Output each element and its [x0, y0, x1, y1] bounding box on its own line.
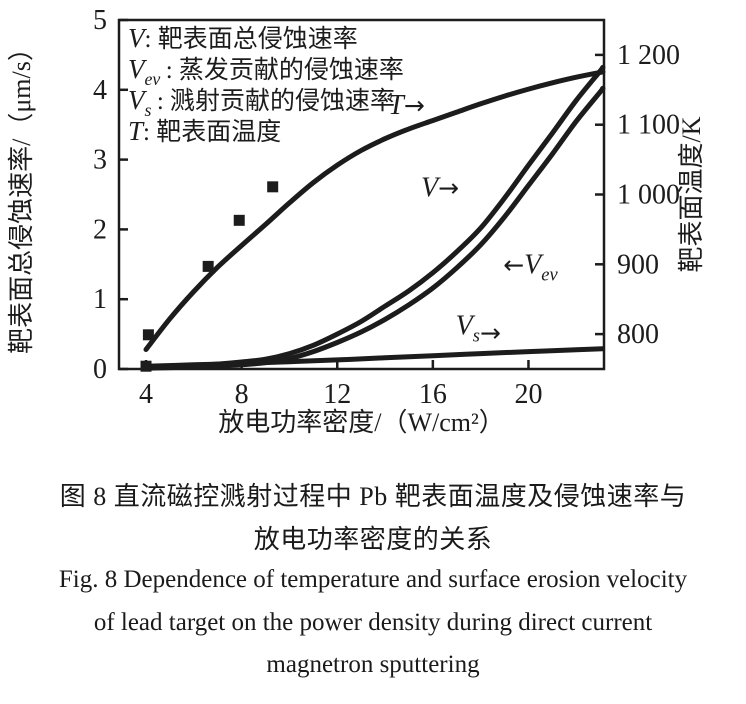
y-left-tick-label: 5: [93, 5, 107, 36]
x-tick-label: 16: [419, 379, 447, 410]
legend-line-v: V: 靶表面总侵蚀速率: [128, 23, 358, 53]
caption-chinese-line2: 放电功率密度的关系: [253, 525, 493, 554]
y-left-tick-label: 0: [93, 354, 107, 385]
x-tick-label: 4: [139, 379, 153, 410]
y-left-tick-label: 4: [93, 75, 107, 106]
y-left-axis-title: 靶表面总侵蚀速率/（μm/s）: [7, 35, 36, 354]
y-right-tick-label: 1 000: [617, 180, 680, 211]
measured-point: [202, 260, 214, 272]
caption-english-line2: of lead target on the power density duri…: [93, 609, 653, 636]
curve-label-Vev: ←Vev: [503, 249, 563, 284]
y-right-axis-title: 靶表面温度/K: [677, 116, 706, 272]
legend-line-vev: Vev : 蒸发贡献的侵蚀速率: [128, 54, 404, 89]
y-right-tick-label: 1 100: [617, 110, 680, 141]
measured-point: [233, 214, 245, 226]
measured-point: [142, 329, 154, 341]
x-axis-title: 放电功率密度/（W/cm²）: [218, 408, 505, 437]
legend-line-vs: Vs : 溅射贡献的侵蚀速率: [128, 85, 395, 120]
y-right-tick-label: 800: [617, 319, 659, 350]
sputtering-erosion-curve: [143, 346, 606, 369]
y-right-tick-label: 900: [617, 249, 659, 280]
caption-english-line1: Fig. 8 Dependence of temperature and sur…: [58, 566, 688, 593]
y-left-tick-label: 2: [93, 214, 107, 245]
measured-point: [140, 360, 152, 372]
caption-chinese-line1: 图 8 直流磁控溅射过程中 Pb 靶表面温度及侵蚀速率与: [59, 482, 687, 511]
curve-label-T: T→: [388, 90, 425, 121]
y-right-tick-label: 1 200: [617, 40, 680, 71]
y-left-tick-label: 1: [93, 284, 107, 315]
curve-label-Vs: Vs→: [456, 311, 501, 348]
curve-label-V: V→: [421, 173, 459, 204]
y-left-tick-label: 3: [93, 145, 107, 176]
x-tick-label: 12: [323, 379, 351, 410]
x-tick-label: 20: [514, 379, 542, 410]
temperature-curve: [143, 69, 606, 352]
caption-english-line3: magnetron sputtering: [266, 651, 480, 678]
legend-line-t: T: 靶表面温度: [128, 116, 281, 146]
x-tick-label: 8: [235, 379, 249, 410]
measured-point: [267, 181, 279, 193]
